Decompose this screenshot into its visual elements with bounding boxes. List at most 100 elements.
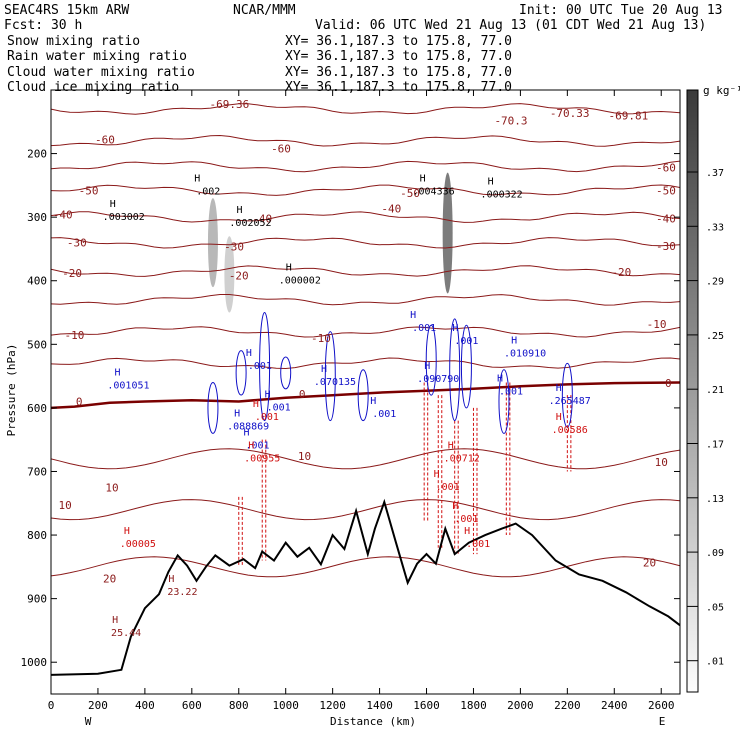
colorbar-label: .01	[706, 657, 724, 668]
isotherm-line	[51, 103, 680, 115]
isotherm-label: -40	[656, 212, 676, 225]
plot-area: -70.3 -70.33 -69.81 -69.36 -60 -60 -60 -50 -50 -5…	[51, 98, 680, 676]
maximum-label: .001	[372, 409, 396, 420]
y-tick-label: 400	[27, 275, 47, 288]
cloud-ice-shading	[224, 236, 235, 313]
isotherm-line	[51, 211, 680, 223]
isotherm-label: -10	[65, 329, 85, 342]
colorbar-label: .21	[706, 385, 724, 396]
isotherm-label: -70.3	[494, 115, 527, 128]
init-time: Init: 00 UTC Tue 20 Aug 13	[519, 3, 723, 18]
isotherm-line	[51, 326, 680, 338]
x-tick-label: 1400	[366, 699, 393, 712]
maximum-h-marker: H	[253, 399, 259, 410]
isotherm-label: 0	[299, 388, 306, 401]
colorbar-label: .33	[706, 222, 724, 233]
maximum-h-marker: H	[410, 310, 416, 321]
cloud-water-contour	[561, 362, 573, 428]
maximum-h-marker: H	[434, 469, 440, 480]
isotherm-label: -60	[271, 142, 291, 155]
isotherm-label: -20	[229, 270, 249, 283]
colorbar-label: .13	[706, 494, 724, 505]
maximum-h-marker: H	[321, 364, 327, 375]
cloud-ice-shading	[442, 172, 453, 294]
maximum-h-marker: H	[265, 390, 271, 401]
y-tick-label: 600	[27, 402, 47, 415]
cloud-water-contour	[449, 318, 461, 422]
legend-cloudice-xy: XY= 36.1,187.3 to 175.8, 77.0	[285, 80, 512, 95]
maximum-h-marker: H	[556, 383, 562, 394]
isotherm-line	[51, 357, 680, 370]
maximum-label: .001	[436, 482, 460, 493]
legend: Snow mixing ratio XY= 36.1,187.3 to 175.…	[7, 34, 512, 95]
isotherm-label: -50	[79, 184, 99, 197]
x-tick-label: 1000	[272, 699, 299, 712]
east-label: E	[659, 715, 666, 728]
maximum-label: .070135	[314, 377, 356, 388]
cloud-water-contour	[235, 350, 247, 396]
maximum-label: .001051	[107, 380, 149, 391]
maximum-label: .004336	[412, 186, 454, 197]
maximum-label: .002052	[229, 218, 271, 229]
maximum-h-marker: H	[168, 574, 174, 585]
maximum-label: 23.22	[167, 587, 197, 598]
isotherm-label: -30	[224, 240, 244, 253]
maximum-h-marker: H	[488, 177, 494, 188]
y-tick-label: 900	[27, 593, 47, 606]
isotherm-label: -69.81	[608, 109, 648, 122]
plot-frame	[50, 89, 681, 695]
isotherm-label: 10	[655, 456, 668, 469]
maximum-label: .002	[196, 186, 220, 197]
maximum-h-marker: H	[452, 501, 458, 512]
forecast-hour: Fcst: 30 h	[4, 18, 82, 33]
maximum-h-marker: H	[511, 335, 517, 346]
colorbar: g kg⁻¹ .37 .33 .29 .25 .21 .17 .13 .09 .05 .01	[686, 84, 740, 693]
maximum-label: .090790	[417, 374, 459, 385]
colorbar-label: .17	[706, 440, 724, 451]
maximum-label: .003002	[103, 212, 145, 223]
isotherm-label: 10	[105, 481, 118, 494]
colorbar-label: .37	[706, 168, 724, 179]
maximum-h-marker: H	[234, 409, 240, 420]
cloud-ice-shading	[207, 198, 218, 288]
maximum-h-marker: H	[236, 205, 242, 216]
colorbar-label: .29	[706, 277, 724, 288]
maximum-h-marker: H	[370, 396, 376, 407]
x-tick-label: 200	[88, 699, 108, 712]
x-tick-label: 0	[48, 699, 55, 712]
maximum-h-marker: H	[556, 412, 562, 423]
maximum-label: .001	[255, 412, 279, 423]
isotherm-line	[51, 160, 680, 173]
colorbar-label: .25	[706, 331, 724, 342]
y-tick-label: 700	[27, 465, 47, 478]
maximum-h-marker: H	[497, 374, 503, 385]
isotherm-label: -10	[647, 318, 667, 331]
legend-cloudwater-xy: XY= 36.1,187.3 to 175.8, 77.0	[285, 65, 512, 80]
y-axis-label: Pressure (hPa)	[5, 344, 18, 437]
y-tick-label: 300	[27, 211, 47, 224]
freezing-level-line	[51, 381, 680, 410]
isotherm-label: -60	[656, 162, 676, 175]
colorbar-label: .09	[706, 548, 724, 559]
y-tick-label: 1000	[21, 656, 48, 669]
legend-snow-xy: XY= 36.1,187.3 to 175.8, 77.0	[285, 34, 512, 49]
x-tick-label: 2400	[601, 699, 628, 712]
isotherm-label: 10	[298, 450, 311, 463]
isotherm-label: -69.36	[209, 98, 249, 111]
maximum-label: .088869	[227, 422, 269, 433]
maximum-label: .001	[245, 441, 269, 452]
isotherm-line	[51, 556, 680, 578]
terrain-line	[51, 498, 680, 676]
isotherm-line	[51, 499, 680, 521]
maximum-label: .001	[412, 323, 436, 334]
model-title: SEAC4RS 15km ARW	[4, 3, 129, 18]
isotherm-label: -20	[62, 267, 82, 280]
legend-cloudwater-label: Cloud water mixing ratio	[7, 65, 195, 80]
isotherm-label: -40	[381, 202, 401, 215]
x-tick-label: 2600	[648, 699, 675, 712]
maximum-h-marker: H	[464, 526, 470, 537]
y-tick-label: 800	[27, 529, 47, 542]
maximum-label: .265487	[549, 396, 591, 407]
cloud-water-contour	[357, 369, 369, 422]
cloud-water-contour	[460, 324, 472, 409]
